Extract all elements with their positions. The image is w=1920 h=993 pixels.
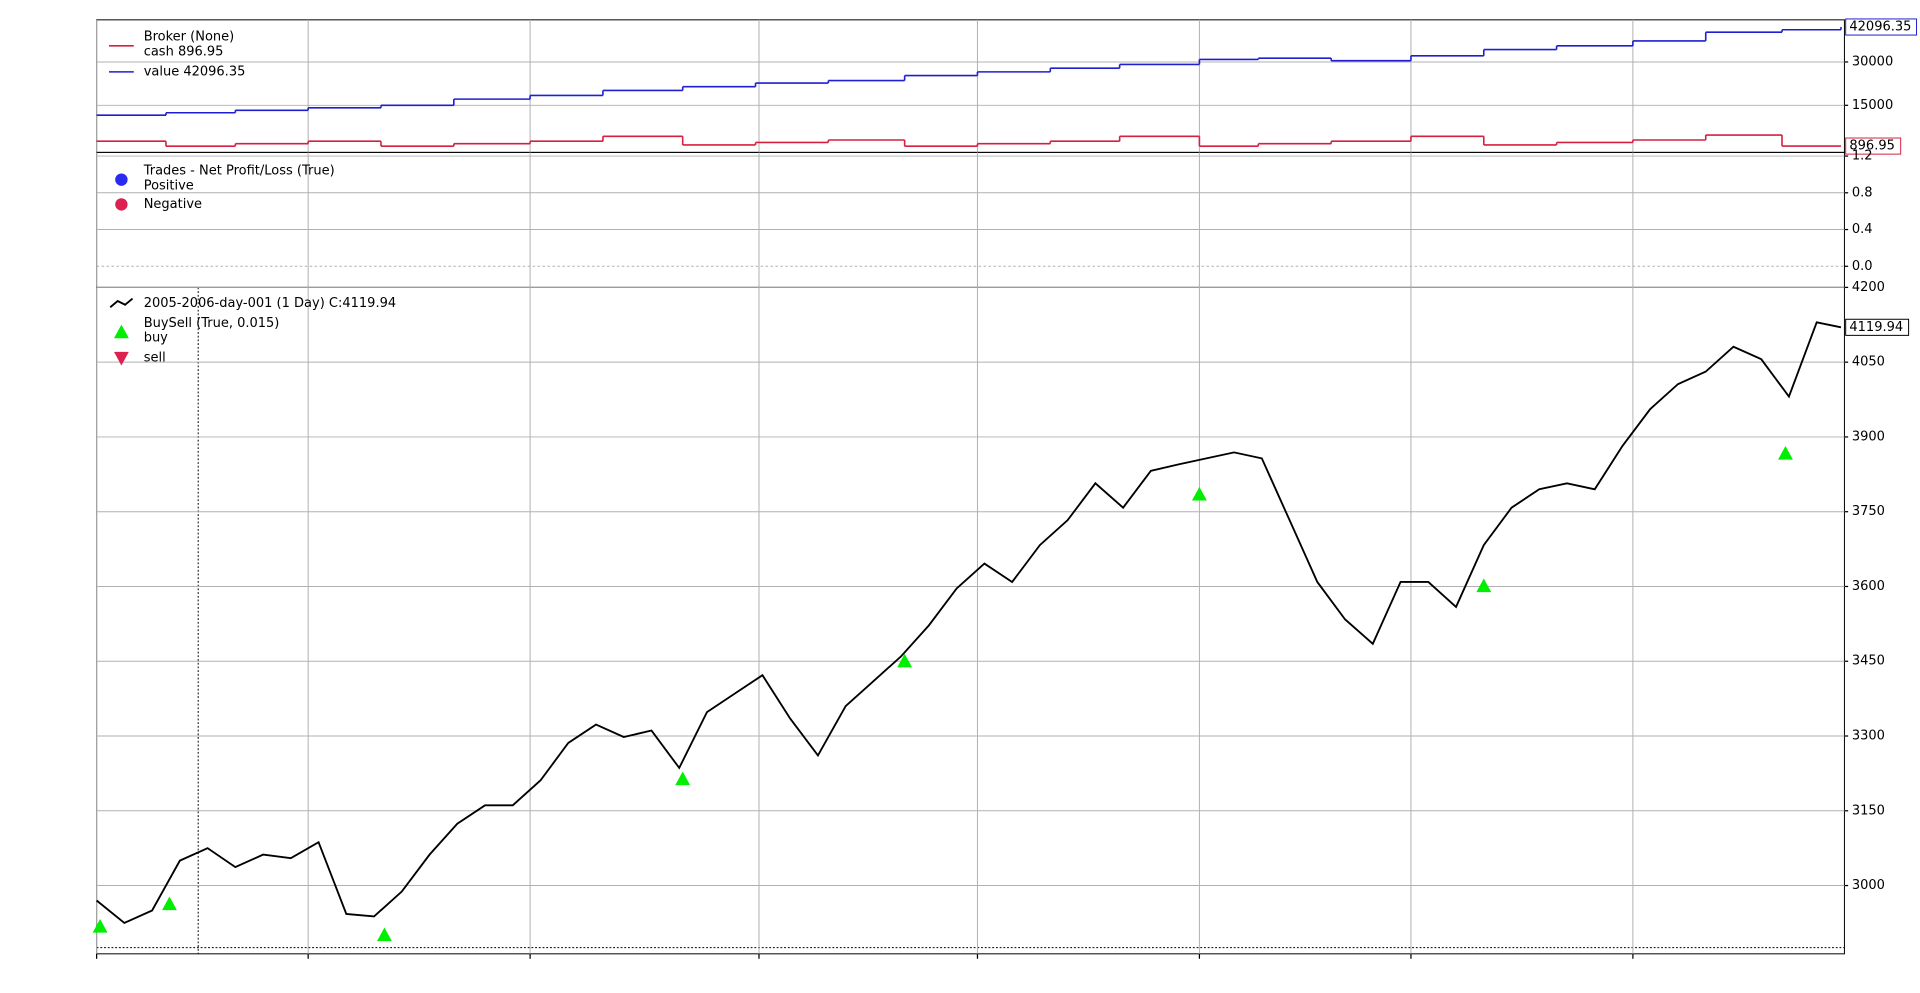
y-tick-label: 3450 bbox=[1852, 654, 1885, 669]
buy-marker bbox=[1778, 445, 1793, 460]
y-tick-label: 15000 bbox=[1852, 98, 1893, 113]
legend-dot bbox=[115, 198, 128, 211]
legend-dot bbox=[115, 173, 128, 186]
buy-marker bbox=[1476, 578, 1492, 593]
y-tick-label: 3150 bbox=[1852, 803, 1885, 818]
last-value-label: 4119.94 bbox=[1849, 320, 1903, 335]
buy-marker bbox=[897, 653, 913, 668]
last-value-label: 896.95 bbox=[1849, 139, 1895, 154]
legend-label: buy bbox=[144, 331, 168, 346]
buy-marker bbox=[377, 927, 392, 942]
y-tick-label: 0.8 bbox=[1852, 185, 1873, 200]
y-tick-label: 3750 bbox=[1852, 504, 1885, 519]
buy-marker bbox=[1191, 486, 1207, 501]
y-tick-label: 3900 bbox=[1852, 429, 1885, 444]
legend-line bbox=[109, 297, 134, 308]
panel-frame bbox=[96, 19, 1845, 153]
last-value-box bbox=[1845, 137, 1902, 155]
legend-title: Broker (None) bbox=[144, 30, 235, 45]
y-tick-label: 3000 bbox=[1852, 878, 1885, 893]
legend-title: Trades - Net Profit/Loss (True) bbox=[143, 163, 335, 178]
legend-marker bbox=[113, 351, 129, 366]
legend-label: 2005-2006-day-001 (1 Day) C:4119.94 bbox=[144, 296, 396, 311]
y-tick-label: 4200 bbox=[1852, 280, 1885, 295]
buy-marker bbox=[92, 918, 108, 933]
y-tick-label: 1.2 bbox=[1852, 149, 1873, 164]
panel-frame bbox=[96, 286, 1845, 955]
last-value-box bbox=[1845, 318, 1910, 336]
buy-marker bbox=[675, 771, 691, 786]
y-tick-label: 30000 bbox=[1852, 54, 1893, 69]
y-tick-label: 4050 bbox=[1852, 355, 1885, 370]
legend-label: value 42096.35 bbox=[144, 64, 246, 79]
y-tick-label: 3300 bbox=[1852, 729, 1885, 744]
last-value-box bbox=[1845, 18, 1918, 36]
legend-label: Negative bbox=[144, 197, 202, 212]
y-tick-label: 0.4 bbox=[1852, 222, 1873, 237]
panel-frame bbox=[96, 151, 1845, 288]
legend-label: sell bbox=[144, 351, 166, 366]
legend-marker bbox=[113, 324, 129, 339]
legend-label: Positive bbox=[144, 178, 194, 193]
price-line bbox=[96, 321, 1842, 925]
last-value-label: 42096.35 bbox=[1849, 19, 1911, 34]
legend-title: BuySell (True, 0.015) bbox=[144, 316, 280, 331]
legend-label: cash 896.95 bbox=[144, 45, 224, 60]
y-tick-label: 3600 bbox=[1852, 579, 1885, 594]
y-tick-label: 0.0 bbox=[1852, 259, 1873, 274]
buy-marker bbox=[162, 896, 177, 911]
